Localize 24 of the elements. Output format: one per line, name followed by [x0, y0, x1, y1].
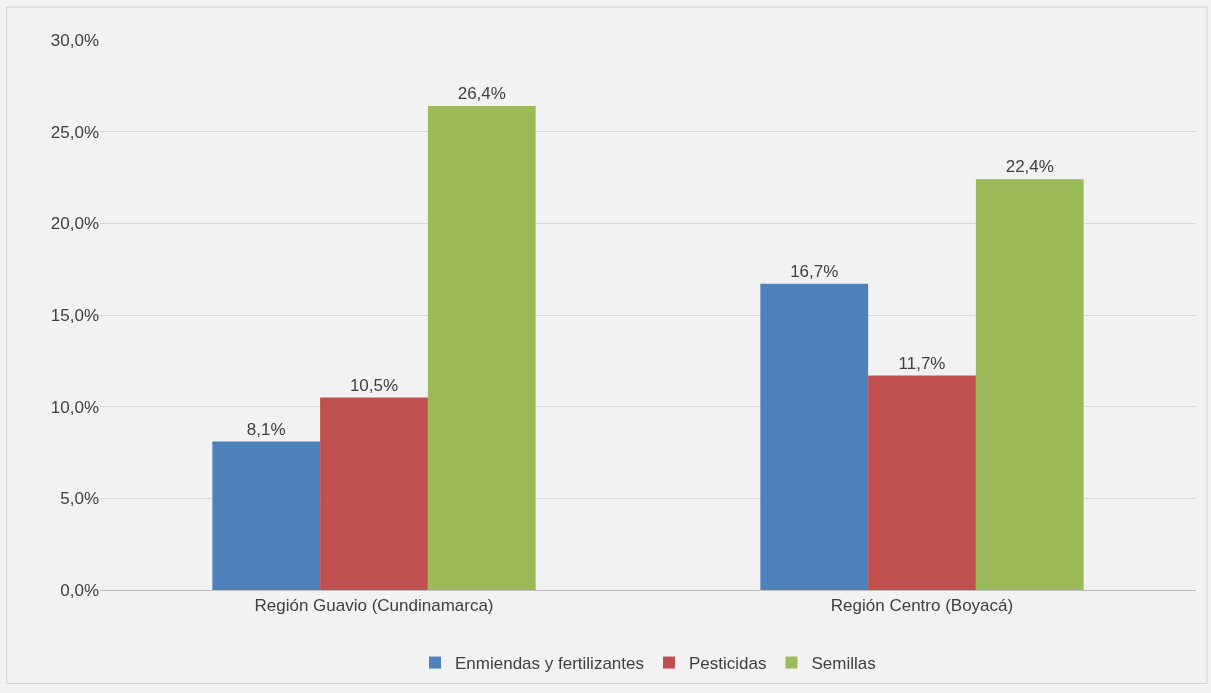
- bar: [212, 441, 321, 590]
- x-tick-label: Región Guavio (Cundinamarca): [254, 596, 494, 616]
- data-label: 10,5%: [349, 375, 399, 395]
- x-tick-label: Región Centro (Boyacá): [830, 596, 1014, 616]
- bar: [868, 375, 976, 590]
- y-tick-label: 30,0%: [50, 30, 99, 50]
- y-tick-label: 10,0%: [50, 397, 99, 417]
- legend-label: Pesticidas: [688, 654, 767, 674]
- data-label: 22,4%: [1005, 157, 1054, 177]
- data-label: 26,4%: [457, 84, 506, 103]
- y-tick-label: 15,0%: [50, 305, 99, 325]
- data-label: 8,1%: [246, 419, 286, 439]
- y-tick-label: 20,0%: [50, 214, 99, 234]
- data-label: 16,7%: [790, 261, 839, 281]
- y-tick-label: 25,0%: [50, 122, 99, 142]
- legend-label: Semillas: [811, 654, 876, 674]
- legend-label: Enmiendas y fertilizantes: [455, 654, 644, 674]
- y-tick-label: 0,0%: [60, 580, 99, 600]
- y-tick-label: 5,0%: [60, 489, 99, 509]
- bar: [975, 179, 1084, 590]
- data-label: 11,7%: [898, 353, 946, 373]
- bar: [320, 397, 428, 590]
- bar: [427, 106, 536, 590]
- bar: [760, 283, 869, 590]
